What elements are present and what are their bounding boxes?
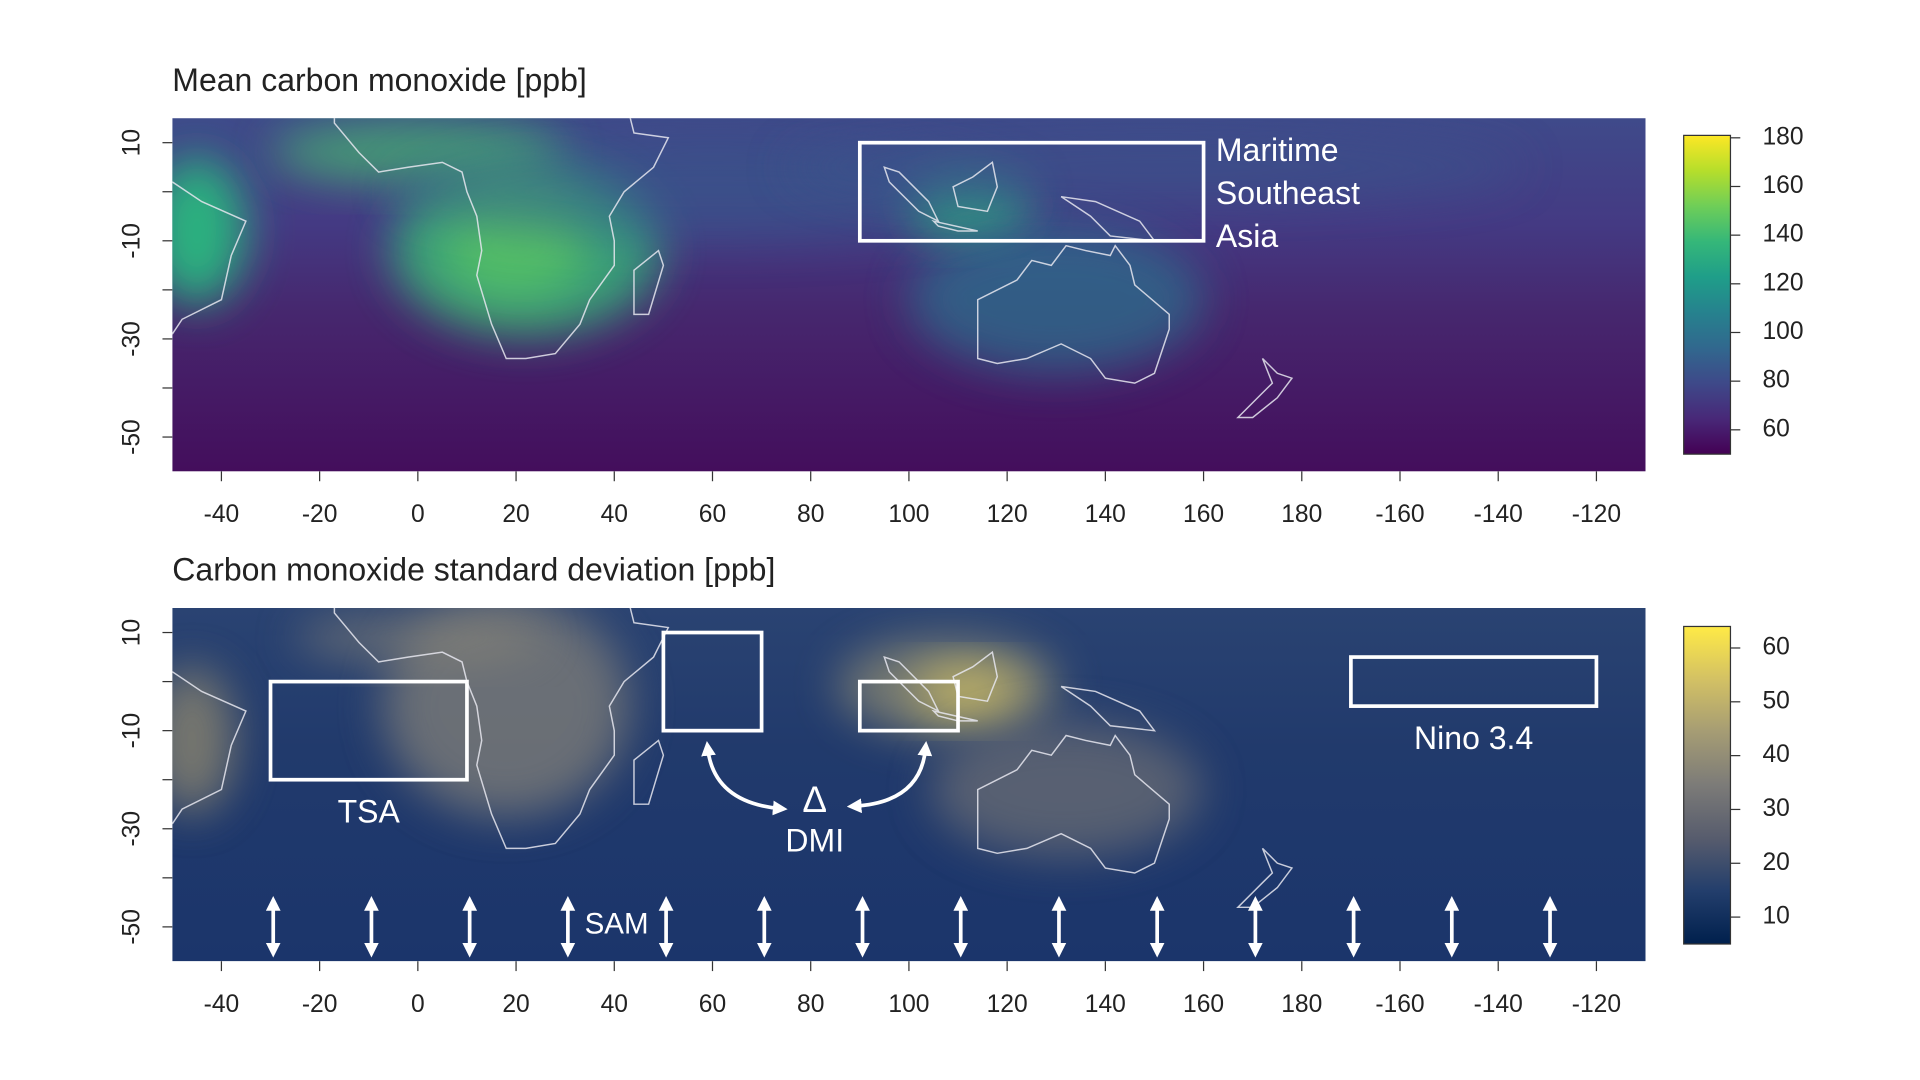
x-tick-label: 100 bbox=[888, 991, 929, 1018]
x-tick-label: -40 bbox=[204, 501, 240, 528]
colorbar bbox=[1683, 134, 1732, 455]
colorbar-tick-label: 140 bbox=[1762, 221, 1803, 248]
colorbar-tick-label: 120 bbox=[1762, 269, 1803, 296]
x-tick-label: 40 bbox=[601, 991, 628, 1018]
region-box bbox=[661, 630, 764, 733]
y-tick-label: 10 bbox=[118, 129, 145, 156]
concentration-field bbox=[172, 157, 247, 305]
region-box bbox=[268, 679, 469, 782]
y-tick-label: 10 bbox=[118, 619, 145, 646]
y-tick-label: -30 bbox=[118, 811, 145, 847]
region-label: TSA bbox=[338, 794, 401, 830]
colorbar-tick-label: 40 bbox=[1762, 741, 1789, 768]
region-label: Southeast bbox=[1216, 175, 1360, 211]
x-tick-label: 120 bbox=[987, 991, 1028, 1018]
concentration-field bbox=[785, 130, 1524, 205]
x-tick-label: -120 bbox=[1572, 991, 1621, 1018]
dmi-arrow bbox=[701, 740, 788, 816]
colorbar-tick-label: 10 bbox=[1762, 903, 1789, 930]
x-tick-label: -140 bbox=[1474, 501, 1523, 528]
dmi-arrow bbox=[846, 740, 933, 814]
y-tick-label: -50 bbox=[118, 419, 145, 455]
panel-title: Mean carbon monoxide [ppb] bbox=[172, 62, 586, 98]
coastline bbox=[333, 608, 670, 850]
x-tick-label: 120 bbox=[987, 501, 1028, 528]
coastline bbox=[931, 219, 978, 232]
x-tick-label: 40 bbox=[601, 501, 628, 528]
coastline bbox=[1236, 358, 1294, 419]
coastline bbox=[1060, 685, 1157, 732]
coastline bbox=[976, 734, 1170, 874]
coastline bbox=[633, 249, 665, 316]
x-tick-label: -140 bbox=[1474, 991, 1523, 1018]
coastline bbox=[172, 181, 247, 335]
region-label: Asia bbox=[1216, 218, 1278, 254]
y-tick-label: -10 bbox=[118, 223, 145, 259]
x-tick-label: -20 bbox=[302, 501, 338, 528]
x-tick-label: -120 bbox=[1572, 501, 1621, 528]
x-tick-label: -40 bbox=[204, 991, 240, 1018]
x-tick-label: 80 bbox=[797, 501, 824, 528]
x-tick-label: 0 bbox=[411, 991, 425, 1018]
colorbar-tick-label: 100 bbox=[1762, 318, 1803, 345]
x-tick-label: 20 bbox=[502, 501, 529, 528]
x-tick-label: 180 bbox=[1281, 501, 1322, 528]
coastline bbox=[333, 118, 670, 360]
x-tick-label: 80 bbox=[797, 991, 824, 1018]
y-tick-label: -10 bbox=[118, 713, 145, 749]
x-tick-label: 20 bbox=[502, 991, 529, 1018]
colorbar-tick-label: 30 bbox=[1762, 795, 1789, 822]
concentration-field bbox=[837, 637, 1059, 736]
concentration-field bbox=[294, 612, 541, 663]
panel-title: Carbon monoxide standard deviation [ppb] bbox=[172, 552, 775, 588]
sam-label: SAM bbox=[585, 907, 649, 940]
colorbar-tick-label: 160 bbox=[1762, 172, 1803, 199]
colorbar-tick-label: 60 bbox=[1762, 633, 1789, 660]
x-tick-label: -160 bbox=[1375, 991, 1424, 1018]
concentration-field bbox=[930, 721, 1202, 858]
x-tick-label: 160 bbox=[1183, 501, 1224, 528]
x-tick-label: 0 bbox=[411, 501, 425, 528]
coastline bbox=[883, 166, 940, 223]
x-tick-label: 140 bbox=[1085, 991, 1126, 1018]
region-box bbox=[857, 140, 1206, 243]
colorbar-tick-label: 60 bbox=[1762, 415, 1789, 442]
x-tick-label: -160 bbox=[1375, 501, 1424, 528]
dmi-symbol: Δ bbox=[802, 779, 827, 820]
coastline bbox=[976, 244, 1170, 384]
colorbar-tick-label: 50 bbox=[1762, 687, 1789, 714]
region-box bbox=[857, 679, 960, 733]
y-tick-label: -30 bbox=[118, 321, 145, 357]
x-tick-label: 180 bbox=[1281, 991, 1322, 1018]
concentration-field bbox=[172, 666, 236, 815]
colorbar-tick-label: 80 bbox=[1762, 367, 1789, 394]
x-tick-label: 60 bbox=[699, 501, 726, 528]
x-tick-label: -20 bbox=[302, 991, 338, 1018]
colorbar-tick-label: 20 bbox=[1762, 849, 1789, 876]
x-tick-label: 160 bbox=[1183, 991, 1224, 1018]
x-tick-label: 100 bbox=[888, 501, 929, 528]
coastline bbox=[883, 655, 940, 713]
region-label: Nino 3.4 bbox=[1414, 720, 1533, 756]
map bbox=[172, 118, 1646, 472]
dmi-label: DMI bbox=[785, 823, 844, 859]
colorbar-tick-label: 180 bbox=[1762, 123, 1803, 150]
coastline bbox=[172, 671, 247, 825]
y-tick-label: -50 bbox=[118, 909, 145, 945]
x-tick-label: 140 bbox=[1085, 501, 1126, 528]
region-box bbox=[1349, 655, 1599, 708]
coastline bbox=[633, 739, 665, 805]
x-tick-label: 60 bbox=[699, 991, 726, 1018]
colorbar bbox=[1683, 625, 1732, 945]
coastline bbox=[952, 161, 999, 213]
concentration-field bbox=[908, 225, 1204, 374]
region-label: Maritime bbox=[1216, 132, 1339, 168]
